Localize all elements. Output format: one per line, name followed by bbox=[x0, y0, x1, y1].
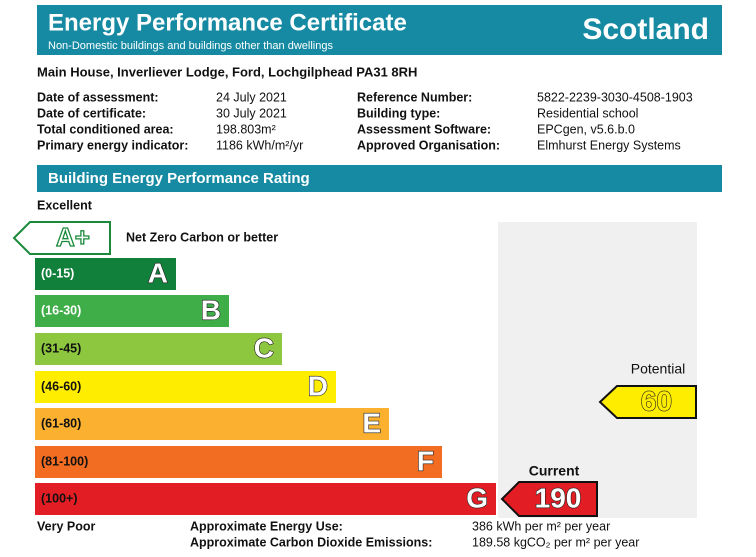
detail-label: Primary energy indicator: bbox=[37, 138, 188, 152]
bottom-label: Very Poor bbox=[37, 519, 95, 533]
band-range: (16-30) bbox=[41, 303, 81, 317]
detail-value: 1186 kWh/m²/yr bbox=[216, 138, 303, 152]
detail-value: 30 July 2021 bbox=[216, 106, 287, 120]
detail-value: EPCgen, v5.6.b.0 bbox=[537, 122, 635, 136]
detail-value: 5822-2239-3030-4508-1903 bbox=[537, 90, 693, 104]
band-range: (31-45) bbox=[41, 341, 81, 355]
rating-band bbox=[35, 371, 336, 403]
band-range: (61-80) bbox=[41, 416, 81, 430]
detail-label: Building type: bbox=[357, 106, 440, 120]
band-range: (81-100) bbox=[41, 454, 88, 468]
footer-value: 189.58 kgCO₂ per m² per year bbox=[472, 535, 639, 549]
footer-label: Approximate Energy Use: bbox=[190, 519, 343, 533]
potential-label: Potential bbox=[631, 361, 685, 377]
rating-panel bbox=[498, 222, 697, 518]
rating-band bbox=[35, 258, 176, 290]
band-range: (100+) bbox=[41, 491, 77, 505]
detail-label: Reference Number: bbox=[357, 90, 472, 104]
top-label: Excellent bbox=[37, 198, 93, 212]
current-arrow bbox=[500, 481, 598, 517]
subtitle: Non-Domestic buildings and buildings oth… bbox=[48, 40, 333, 52]
band-letter: C bbox=[254, 332, 274, 363]
detail-value: Residential school bbox=[537, 106, 638, 120]
rating-band bbox=[35, 295, 229, 327]
detail-value: 198.803m² bbox=[216, 122, 276, 136]
footer-value: 386 kWh per m² per year bbox=[472, 519, 610, 533]
band-letter: G bbox=[466, 482, 488, 513]
footer-label: Approximate Carbon Dioxide Emissions: bbox=[190, 535, 432, 549]
section-bar bbox=[37, 165, 722, 192]
section-heading: Building Energy Performance Rating bbox=[48, 170, 310, 187]
band-letter: E bbox=[362, 407, 381, 438]
detail-value: 24 July 2021 bbox=[216, 90, 287, 104]
title: Energy Performance Certificate bbox=[48, 9, 407, 36]
detail-label: Approved Organisation: bbox=[357, 138, 500, 152]
rating-band bbox=[35, 333, 282, 365]
potential-arrow bbox=[598, 385, 697, 419]
detail-value: Elmhurst Energy Systems bbox=[537, 138, 681, 152]
rating-band bbox=[35, 446, 442, 478]
net-zero-letter: A+ bbox=[56, 222, 90, 252]
net-zero-label: Net Zero Carbon or better bbox=[126, 230, 278, 244]
band-letter: F bbox=[417, 445, 434, 476]
band-letter: D bbox=[308, 370, 328, 401]
detail-label: Total conditioned area: bbox=[37, 122, 174, 136]
potential-value: 60 bbox=[641, 385, 672, 416]
header-bar bbox=[37, 5, 722, 55]
band-letter: A bbox=[148, 257, 168, 288]
detail-label: Date of assessment: bbox=[37, 90, 159, 104]
rating-band bbox=[35, 483, 496, 515]
band-range: (46-60) bbox=[41, 379, 81, 393]
band-range: (0-15) bbox=[41, 266, 74, 280]
detail-label: Date of certificate: bbox=[37, 106, 146, 120]
rating-band bbox=[35, 408, 389, 440]
current-value: 190 bbox=[535, 482, 582, 513]
band-letter: B bbox=[201, 294, 221, 325]
detail-label: Assessment Software: bbox=[357, 122, 491, 136]
region: Scotland bbox=[582, 13, 709, 46]
address: Main House, Inverliever Lodge, Ford, Loc… bbox=[37, 64, 417, 79]
net-zero-arrow bbox=[12, 221, 111, 255]
current-label: Current bbox=[529, 463, 580, 479]
